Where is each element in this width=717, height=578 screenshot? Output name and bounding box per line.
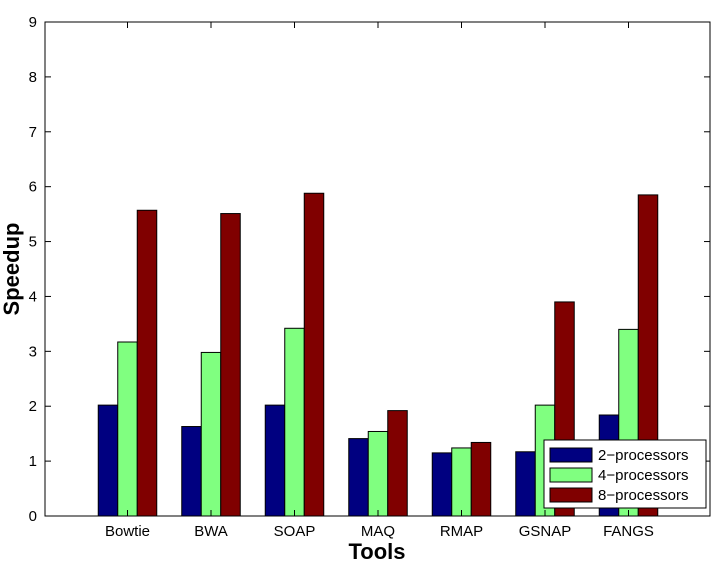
bar [220,213,241,517]
x-tick-label: GSNAP [519,523,572,540]
bar [387,410,408,517]
bar [97,404,119,517]
bar [117,341,138,517]
y-tick-label: 0 [29,508,37,525]
bars-layer [97,192,659,517]
y-tick-label: 1 [29,453,37,470]
y-tick-label: 6 [29,179,37,196]
y-tick-label: 8 [29,69,37,86]
y-tick-label: 9 [29,14,37,31]
bar [303,192,325,517]
bar [451,447,472,517]
legend-label: 8−processors [598,487,688,504]
legend-swatch [549,487,593,503]
y-tick-label: 4 [29,288,37,305]
x-axis: Bowtie BWA SOAP MAQ RMAP GSNAP FANGS [105,22,654,540]
bar [470,441,492,517]
bar [431,452,453,517]
bar [136,209,158,517]
x-tick-label: SOAP [274,523,316,540]
y-axis: 0 1 2 3 4 5 6 7 8 9 [29,14,710,525]
bar [181,426,202,517]
y-tick-label: 3 [29,343,37,360]
x-tick-label: RMAP [440,523,483,540]
bar [367,430,389,517]
x-axis-title: Tools [348,539,405,564]
y-axis-title: Speedup [0,223,24,316]
x-tick-label: FANGS [603,523,654,540]
legend-swatch [549,467,593,483]
y-tick-label: 5 [29,234,37,251]
bar [348,438,369,517]
bar [515,451,536,517]
x-tick-label: Bowtie [105,523,150,540]
x-tick-label: BWA [194,523,228,540]
bar [200,351,222,517]
legend-label: 4−processors [598,467,688,484]
legend-label: 2−processors [598,447,688,464]
y-tick-label: 2 [29,398,37,415]
bar [264,404,286,517]
legend: 2−processors 4−processors 8−processors [543,439,707,509]
y-tick-label: 7 [29,124,37,141]
legend-swatch [549,447,593,463]
x-tick-label: MAQ [361,523,395,540]
bar [284,327,305,517]
